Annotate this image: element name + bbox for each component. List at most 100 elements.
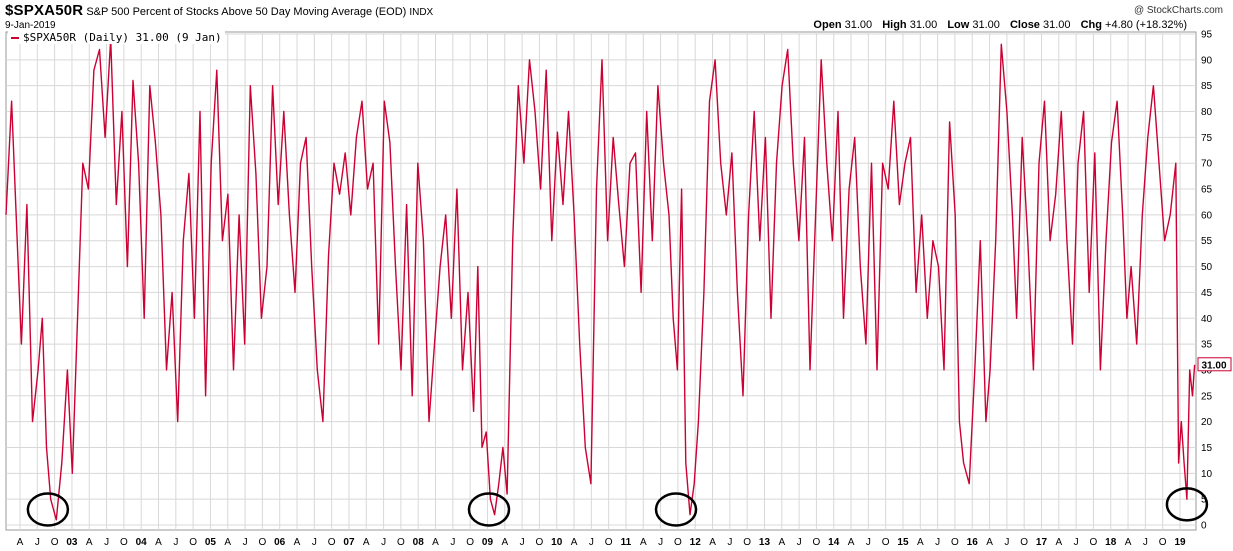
last-value-tag: 31.00 [1197, 357, 1232, 372]
high-value: 31.00 [909, 19, 938, 31]
x-tick-label: J [312, 537, 317, 548]
y-tick-label: 20 [1201, 417, 1213, 428]
y-tick-label: 45 [1201, 288, 1213, 299]
x-tick-label: A [709, 537, 716, 548]
grid-lines [6, 32, 1196, 530]
x-tick-label: A [986, 537, 993, 548]
x-tick-label: 18 [1105, 537, 1117, 548]
x-tick-label: O [674, 537, 682, 548]
x-tick-label: J [450, 537, 455, 548]
x-tick-label: O [1090, 537, 1098, 548]
series-layer [5, 38, 1196, 521]
annotation-circle [467, 492, 511, 527]
x-tick-label: O [536, 537, 544, 548]
x-tick-label: A [778, 537, 785, 548]
last-value-text: 31.00 [1201, 360, 1226, 371]
x-tick-label: O [397, 537, 405, 548]
legend-label: $SPXA50R (Daily) 31.00 (9 Jan) [23, 31, 222, 44]
y-tick-label: 10 [1201, 469, 1213, 480]
x-tick-label: J [866, 537, 871, 548]
y-tick-label: 60 [1201, 210, 1213, 221]
x-tick-label: 17 [1036, 537, 1048, 548]
x-tick-label: O [605, 537, 613, 548]
high-label: High [882, 19, 907, 31]
x-tick-label: 11 [621, 537, 632, 548]
x-tick-label: A [571, 537, 578, 548]
y-tick-label: 95 [1201, 30, 1213, 41]
x-tick-label: J [1143, 537, 1148, 548]
x-tick-label: 19 [1174, 537, 1186, 548]
annotation-circle [26, 492, 70, 527]
x-tick-label: J [589, 537, 594, 548]
x-tick-label: 14 [828, 537, 840, 548]
x-tick-label: J [727, 537, 732, 548]
x-tick-label: J [243, 537, 248, 548]
x-tick-label: O [1159, 537, 1167, 548]
y-tick-label: 40 [1201, 314, 1213, 325]
y-tick-label: 70 [1201, 159, 1213, 170]
x-tick-label: J [381, 537, 386, 548]
annotation-circle [654, 492, 698, 527]
low-label: Low [947, 19, 970, 31]
x-tick-label: O [813, 537, 821, 548]
x-tick-label: A [1125, 537, 1132, 548]
chg-value: +4.80 (+18.32%) [1105, 19, 1187, 31]
x-tick-label: 16 [967, 537, 979, 548]
y-axis: 05101520253035404550556065707580859095 [1201, 30, 1213, 532]
annotation-layer [26, 487, 1209, 527]
legend: $SPXA50R (Daily) 31.00 (9 Jan) [8, 31, 225, 44]
x-tick-label: A [501, 537, 508, 548]
x-tick-label: 07 [343, 537, 355, 548]
x-tick-label: O [258, 537, 266, 548]
x-tick-label: J [935, 537, 940, 548]
open-value: 31.00 [844, 19, 873, 31]
y-tick-label: 65 [1201, 185, 1213, 196]
x-tick-label: 09 [482, 537, 494, 548]
x-tick-label: O [1020, 537, 1028, 548]
x-tick-label: O [189, 537, 197, 548]
x-tick-label: J [520, 537, 525, 548]
x-tick-label: A [86, 537, 93, 548]
open-label: Open [813, 19, 842, 31]
y-tick-label: 35 [1201, 340, 1213, 351]
legend-swatch [11, 36, 19, 39]
plot-frame [5, 31, 1197, 531]
y-tick-label: 90 [1201, 55, 1213, 66]
y-tick-label: 50 [1201, 262, 1213, 273]
y-tick-label: 75 [1201, 133, 1213, 144]
x-tick-label: O [51, 537, 59, 548]
close-label: Close [1009, 19, 1040, 31]
x-tick-label: J [173, 537, 178, 548]
x-tick-label: O [951, 537, 959, 548]
x-tick-label: J [797, 537, 802, 548]
x-tick-label: O [466, 537, 474, 548]
ticker-description: S&P 500 Percent of Stocks Above 50 Day M… [86, 6, 407, 18]
last-value-box [1197, 357, 1232, 372]
ohlc-readout: Open 31.00 High 31.00 Low 31.00 Close 31… [813, 19, 1187, 31]
y-tick-label: 25 [1201, 391, 1213, 402]
x-tick-label: 10 [551, 537, 563, 548]
y-tick-label: 80 [1201, 107, 1213, 118]
y-tick-label: 0 [1201, 521, 1207, 532]
x-tick-label: 13 [759, 537, 771, 548]
x-tick-label: J [1074, 537, 1079, 548]
y-tick-label: 15 [1201, 443, 1213, 454]
x-tick-label: J [1004, 537, 1009, 548]
chg-label: Chg [1080, 19, 1102, 31]
x-tick-label: A [917, 537, 924, 548]
y-tick-label: 85 [1201, 81, 1213, 92]
x-tick-label: A [640, 537, 647, 548]
chart-date: 9-Jan-2019 [5, 20, 56, 31]
series-line [5, 38, 1196, 521]
x-tick-label: 04 [136, 537, 148, 548]
x-tick-label: A [1055, 537, 1062, 548]
x-tick-label: 03 [66, 537, 78, 548]
x-tick-label: A [224, 537, 231, 548]
ticker-symbol: $SPXA50R [5, 2, 84, 19]
x-tick-label: A [294, 537, 301, 548]
x-tick-label: A [17, 537, 24, 548]
x-tick-label: O [120, 537, 128, 548]
x-tick-label: 05 [205, 537, 217, 548]
x-tick-label: A [155, 537, 162, 548]
